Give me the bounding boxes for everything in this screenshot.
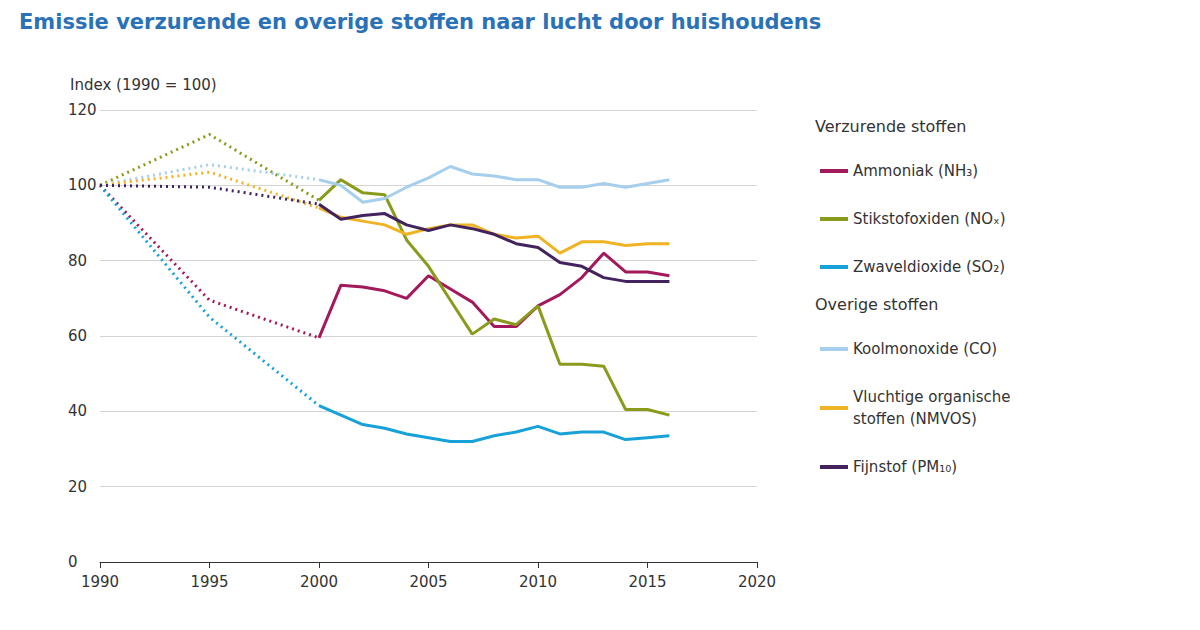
- svg-text:Zwaveldioxide (SO₂): Zwaveldioxide (SO₂): [853, 258, 1005, 276]
- svg-text:40: 40: [68, 402, 87, 420]
- svg-text:1995: 1995: [190, 573, 228, 591]
- svg-text:120: 120: [68, 101, 97, 119]
- svg-text:Ammoniak (NH₃): Ammoniak (NH₃): [853, 162, 978, 180]
- svg-text:Index (1990 = 100): Index (1990 = 100): [70, 76, 217, 94]
- svg-text:Stikstofoxiden (NOₓ): Stikstofoxiden (NOₓ): [853, 210, 1006, 228]
- svg-text:stoffen (NMVOS): stoffen (NMVOS): [853, 410, 977, 428]
- svg-text:Koolmonoxide (CO): Koolmonoxide (CO): [853, 340, 997, 358]
- svg-text:2010: 2010: [519, 573, 557, 591]
- svg-text:100: 100: [68, 176, 97, 194]
- svg-text:Overige stoffen: Overige stoffen: [815, 295, 938, 314]
- svg-text:Fijnstof (PM₁₀): Fijnstof (PM₁₀): [853, 458, 957, 476]
- svg-text:2020: 2020: [738, 573, 776, 591]
- svg-text:2005: 2005: [409, 573, 447, 591]
- svg-text:2015: 2015: [628, 573, 666, 591]
- svg-text:Vluchtige organische: Vluchtige organische: [853, 388, 1015, 406]
- svg-text:1990: 1990: [81, 573, 119, 591]
- svg-text:2000: 2000: [300, 573, 338, 591]
- svg-text:80: 80: [68, 252, 87, 270]
- svg-text:0: 0: [68, 553, 78, 571]
- svg-text:Emissie verzurende en overige: Emissie verzurende en overige stoffen na…: [19, 10, 821, 34]
- svg-text:Verzurende stoffen: Verzurende stoffen: [815, 117, 966, 136]
- svg-text:20: 20: [68, 478, 87, 496]
- svg-text:60: 60: [68, 327, 87, 345]
